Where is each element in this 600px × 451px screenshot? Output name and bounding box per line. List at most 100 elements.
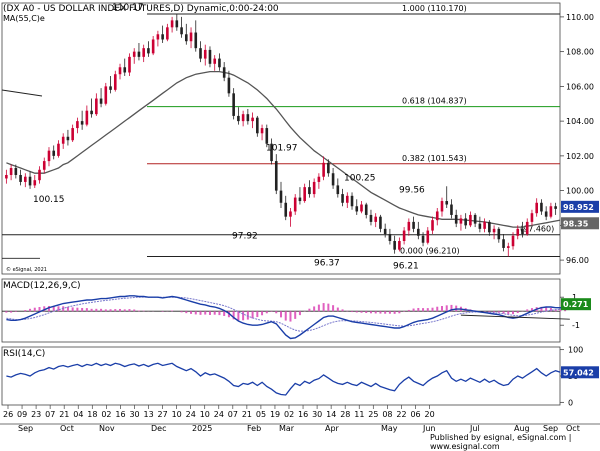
macd-histogram-bar — [323, 303, 325, 311]
candle-body — [185, 34, 188, 41]
candle-body — [337, 185, 340, 194]
candle-body — [441, 201, 444, 211]
candle-body — [493, 229, 496, 232]
macd-histogram-bar — [95, 309, 97, 311]
candle-body — [247, 114, 250, 121]
macd-histogram-bar — [498, 311, 500, 313]
macd-histogram-bar — [133, 310, 135, 312]
candle-body — [105, 86, 108, 103]
candle-body — [355, 206, 358, 211]
macd-histogram-bar — [507, 311, 509, 314]
macd-histogram-bar — [342, 309, 344, 311]
macd-histogram-bar — [261, 311, 263, 315]
macd-histogram-bar — [242, 311, 244, 320]
macd-histogram-bar — [110, 309, 112, 311]
x-day-label: 24 — [186, 410, 196, 419]
x-day-label: 26 — [3, 410, 13, 419]
candle-body — [516, 229, 519, 236]
candle-body — [123, 67, 126, 72]
candle-body — [535, 203, 538, 213]
candle-body — [95, 99, 98, 115]
candle-body — [398, 241, 401, 250]
candle-body — [502, 239, 505, 248]
fib-level-label: 1.000 (110.170) — [402, 4, 467, 13]
macd-histogram-bar — [124, 309, 126, 311]
candle-body — [100, 99, 103, 104]
x-day-label: 19 — [270, 410, 280, 419]
macd-histogram-bar — [365, 311, 367, 313]
candle-body — [76, 121, 79, 128]
macd-histogram-bar — [436, 307, 438, 311]
candle-body — [412, 222, 415, 229]
chart-title: (DX A0 - US DOLLAR INDEX FUTURES,D) Dyna… — [3, 4, 279, 14]
candle-body — [109, 86, 112, 89]
x-day-label: 02 — [284, 410, 294, 419]
rsi-last-value: 57.042 — [563, 368, 594, 377]
candle-body — [332, 173, 335, 185]
x-month-label: Oct — [566, 424, 580, 433]
price-annotation: 100.15 — [33, 195, 65, 205]
macd-histogram-bar — [195, 311, 197, 314]
macd-title: MACD(12,26,9,C) — [3, 281, 81, 291]
candle-body — [138, 52, 141, 57]
macd-histogram-bar — [128, 309, 130, 311]
macd-histogram-bar — [408, 310, 410, 311]
macd-histogram-bar — [200, 311, 202, 315]
candle-body — [384, 229, 387, 234]
macd-histogram-bar — [289, 311, 291, 321]
macd-histogram-bar — [171, 311, 173, 312]
macd-histogram-bar — [204, 311, 206, 314]
macd-histogram-bar — [5, 311, 7, 312]
macd-histogram-bar — [413, 309, 415, 312]
macd-histogram-bar — [81, 308, 83, 311]
price-annotation: 97.92 — [232, 232, 258, 242]
macd-histogram-bar — [271, 311, 273, 312]
candle-body — [445, 201, 448, 204]
ma-last-value: 98.35 — [563, 219, 589, 228]
macd-histogram-bar — [119, 309, 121, 311]
candle-body — [86, 111, 89, 125]
macd-histogram-bar — [67, 307, 69, 311]
candle-body — [38, 170, 41, 180]
x-day-label: 02 — [101, 410, 111, 419]
macd-histogram-bar — [185, 311, 187, 313]
candle-body — [474, 215, 477, 224]
candle-body — [213, 59, 216, 64]
macd-pane-frame — [2, 279, 560, 342]
candle-body — [308, 187, 311, 194]
candle-body — [204, 50, 207, 59]
macd-histogram-bar — [512, 311, 514, 314]
macd-histogram-bar — [24, 310, 26, 311]
price-annotation: 96.37 — [314, 259, 340, 269]
x-month-label: Jul — [469, 424, 480, 433]
candle-body — [67, 137, 70, 140]
macd-histogram-bar — [398, 311, 400, 313]
x-day-label: 30 — [129, 410, 139, 419]
candle-body — [498, 229, 501, 239]
candle-body — [365, 205, 368, 215]
x-month-label: Aug — [514, 424, 530, 433]
candle-body — [280, 191, 283, 203]
candle-body — [464, 218, 467, 225]
rsi-y-tick-label: 0 — [568, 398, 573, 407]
rsi-line — [6, 363, 560, 395]
macd-histogram-bar — [432, 308, 434, 312]
macd-histogram-bar — [91, 309, 93, 311]
candle-body — [531, 213, 534, 222]
x-day-label: 14 — [326, 410, 336, 419]
candle-body — [351, 196, 354, 206]
candle-body — [228, 78, 231, 94]
x-month-label: Sep — [18, 424, 33, 433]
price-y-tick-label: 110.00 — [566, 13, 594, 22]
candle-body — [460, 218, 463, 223]
candle-body — [161, 34, 164, 39]
candle-body — [521, 229, 524, 234]
candle-body — [417, 229, 420, 236]
reference-line — [2, 90, 42, 96]
candle-body — [43, 161, 46, 170]
candle-body — [483, 222, 486, 229]
candle-body — [90, 111, 93, 114]
candle-body — [526, 222, 529, 234]
fib-level-label: 0.000 (96.210) — [400, 246, 460, 255]
candle-body — [242, 114, 245, 121]
